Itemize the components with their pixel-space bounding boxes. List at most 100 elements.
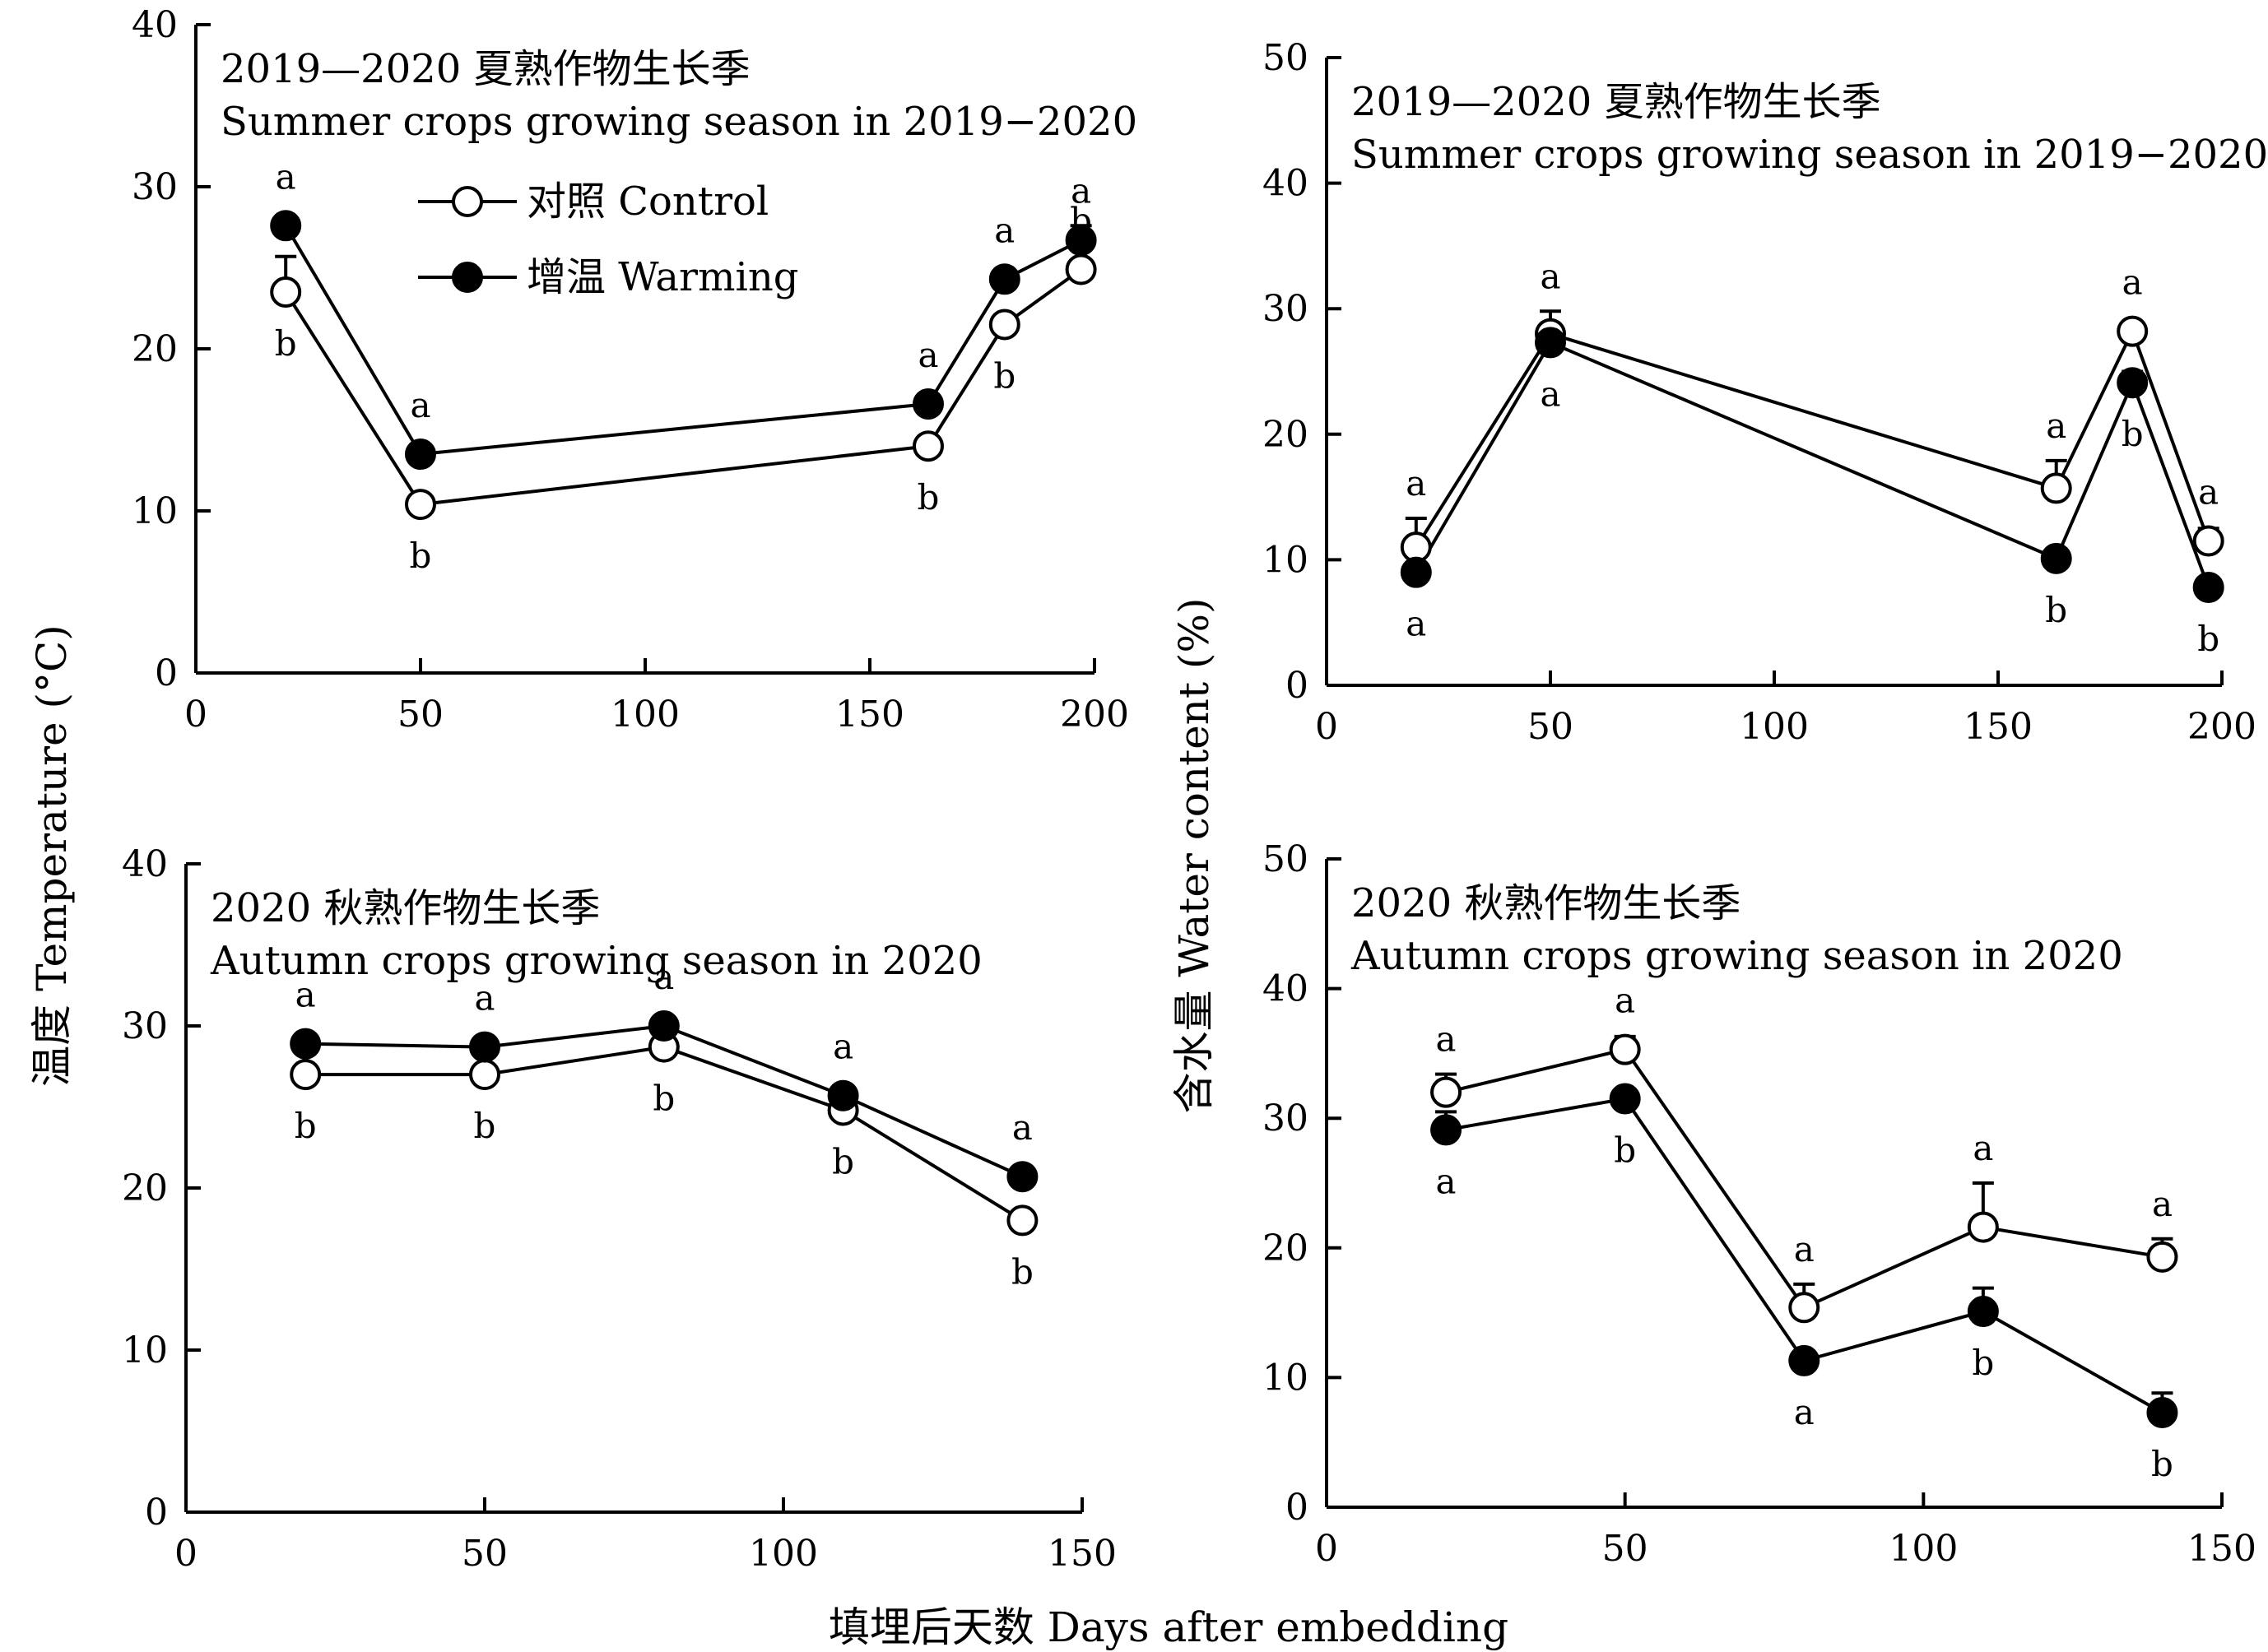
data-point-warming: [290, 1028, 322, 1060]
x-tick-label: 150: [1964, 706, 2033, 748]
data-point-warming: [1609, 1083, 1641, 1115]
x-tick-label: 150: [835, 694, 904, 736]
data-point-warming: [2146, 1396, 2178, 1428]
significance-letter-warming: a: [1540, 374, 1560, 414]
y-tick-label: 50: [1262, 37, 1308, 79]
series-line-control: [284, 267, 1082, 507]
significance-letter-warming: b: [1614, 1130, 1636, 1171]
x-axis-label: 填埋后天数 Days after embedding: [829, 1603, 1508, 1651]
data-point-control: [2192, 525, 2224, 557]
significance-letter-warming: a: [1012, 1107, 1033, 1148]
legend-warming-marker: [452, 262, 483, 293]
legend-control-label: 对照 Control: [527, 179, 769, 225]
data-point-control: [988, 309, 1020, 341]
significance-letter-warming: a: [474, 978, 495, 1019]
legend-control-marker: [452, 186, 483, 217]
panel-temp_autumn: 0 10 20 30 40 0 50 100 150 2020 秋熟作物生长季 Autumn cro…: [122, 843, 1117, 1575]
x-tick-label: 50: [397, 694, 444, 736]
data-point-control: [1609, 1033, 1641, 1065]
data-point-control: [2146, 1241, 2178, 1273]
y-tick-label: 40: [1262, 968, 1308, 1010]
significance-letter-control: b: [653, 1079, 675, 1119]
x-tick-label: 150: [2187, 1528, 2256, 1570]
data-point-warming: [2117, 367, 2149, 399]
y-tick-label: 10: [1262, 1357, 1308, 1399]
panel-subtitle: Summer crops growing season in 2019−2020: [1351, 132, 2268, 178]
y-tick-label: 0: [145, 1492, 168, 1534]
y-tick-label: 30: [1262, 1097, 1308, 1139]
significance-letter-control: a: [1436, 1019, 1457, 1060]
significance-letter-control: a: [2122, 262, 2143, 303]
data-point-control: [1430, 1076, 1462, 1108]
data-point-control: [912, 430, 944, 462]
panel-title: 2019—2020 夏熟作物生长季: [221, 46, 751, 92]
x-tick-label: 100: [1889, 1528, 1958, 1570]
y-axis-label-water: 含水量 Water content (%): [1170, 598, 1218, 1114]
significance-letter-control: b: [1011, 1251, 1034, 1292]
y-tick-label: 10: [1262, 539, 1308, 581]
significance-letter-warming: a: [833, 1027, 853, 1067]
data-point-warming: [648, 1010, 680, 1042]
panel-subtitle: Autumn crops growing season in 2020: [1350, 933, 2123, 979]
x-tick-label: 50: [1527, 706, 1573, 748]
panel-title: 2020 秋熟作物生长季: [1351, 880, 1741, 926]
data-point-warming: [1788, 1344, 1820, 1376]
data-point-control: [1967, 1211, 1999, 1243]
significance-letter-warming: b: [2045, 590, 2067, 630]
data-point-warming: [988, 263, 1020, 295]
panel-subtitle: Autumn crops growing season in 2020: [210, 938, 983, 984]
y-tick-label: 10: [122, 1329, 168, 1371]
x-tick-label: 0: [1315, 706, 1338, 748]
significance-letter-control: b: [295, 1106, 317, 1146]
significance-letter-warming: a: [1436, 1161, 1457, 1201]
significance-letter-control: b: [832, 1141, 854, 1181]
significance-letter-warming: a: [1794, 1392, 1815, 1432]
data-point-control: [469, 1059, 500, 1091]
y-tick-label: 40: [132, 4, 178, 46]
significance-letter-warming: b: [1972, 1343, 1994, 1383]
significance-letter-control: b: [474, 1106, 496, 1146]
data-point-warming: [1006, 1161, 1039, 1193]
x-tick-label: 100: [611, 694, 680, 736]
series-line-warming: [1415, 340, 2210, 588]
panel-title: 2019—2020 夏熟作物生长季: [1351, 79, 1881, 125]
data-point-warming: [1535, 327, 1566, 359]
significance-letter-control: a: [1615, 981, 1635, 1021]
data-point-warming: [1430, 1114, 1462, 1146]
y-tick-label: 40: [1262, 163, 1308, 205]
y-tick-label: 20: [132, 328, 178, 370]
y-tick-label: 20: [122, 1167, 168, 1209]
significance-letter-control: a: [1540, 256, 1560, 296]
data-point-control: [405, 489, 436, 521]
legend-warming: 增温 Warming: [418, 254, 799, 300]
data-point-control: [290, 1059, 322, 1091]
x-tick-label: 50: [462, 1533, 508, 1575]
legend-warming-label: 增温 Warming: [527, 254, 799, 300]
y-axis-label-temperature: 温度 Temperature (°C): [28, 624, 76, 1087]
panel-title: 2020 秋熟作物生长季: [211, 885, 600, 931]
significance-letter-warming: a: [653, 957, 674, 997]
x-tick-label: 200: [2187, 706, 2256, 748]
significance-letter-warming: a: [918, 335, 938, 375]
significance-letter-control: b: [275, 323, 297, 364]
significance-letter-warming: a: [410, 385, 430, 425]
y-tick-label: 30: [122, 1005, 168, 1047]
data-point-warming: [827, 1079, 859, 1111]
y-tick-label: 20: [1262, 414, 1308, 456]
y-tick-label: 30: [132, 166, 178, 208]
x-tick-label: 150: [1048, 1533, 1117, 1575]
panel-temp_summer: 0 10 20 30 40 0 50 100 150 200 2019—2020 夏熟作物生长季 Su…: [132, 4, 1137, 736]
x-tick-label: 100: [1740, 706, 1809, 748]
data-point-warming: [405, 439, 436, 471]
y-tick-label: 20: [1262, 1227, 1308, 1269]
significance-letter-warming: a: [994, 210, 1015, 250]
significance-letter-control: a: [2152, 1184, 2173, 1224]
significance-letter-warming: b: [2122, 414, 2144, 454]
series-line-control: [305, 1045, 1024, 1223]
data-point-control: [1065, 253, 1097, 285]
data-point-warming: [1065, 225, 1097, 257]
significance-letter-warming: a: [295, 975, 316, 1015]
data-point-warming: [1967, 1296, 1999, 1328]
data-point-warming: [912, 387, 944, 420]
